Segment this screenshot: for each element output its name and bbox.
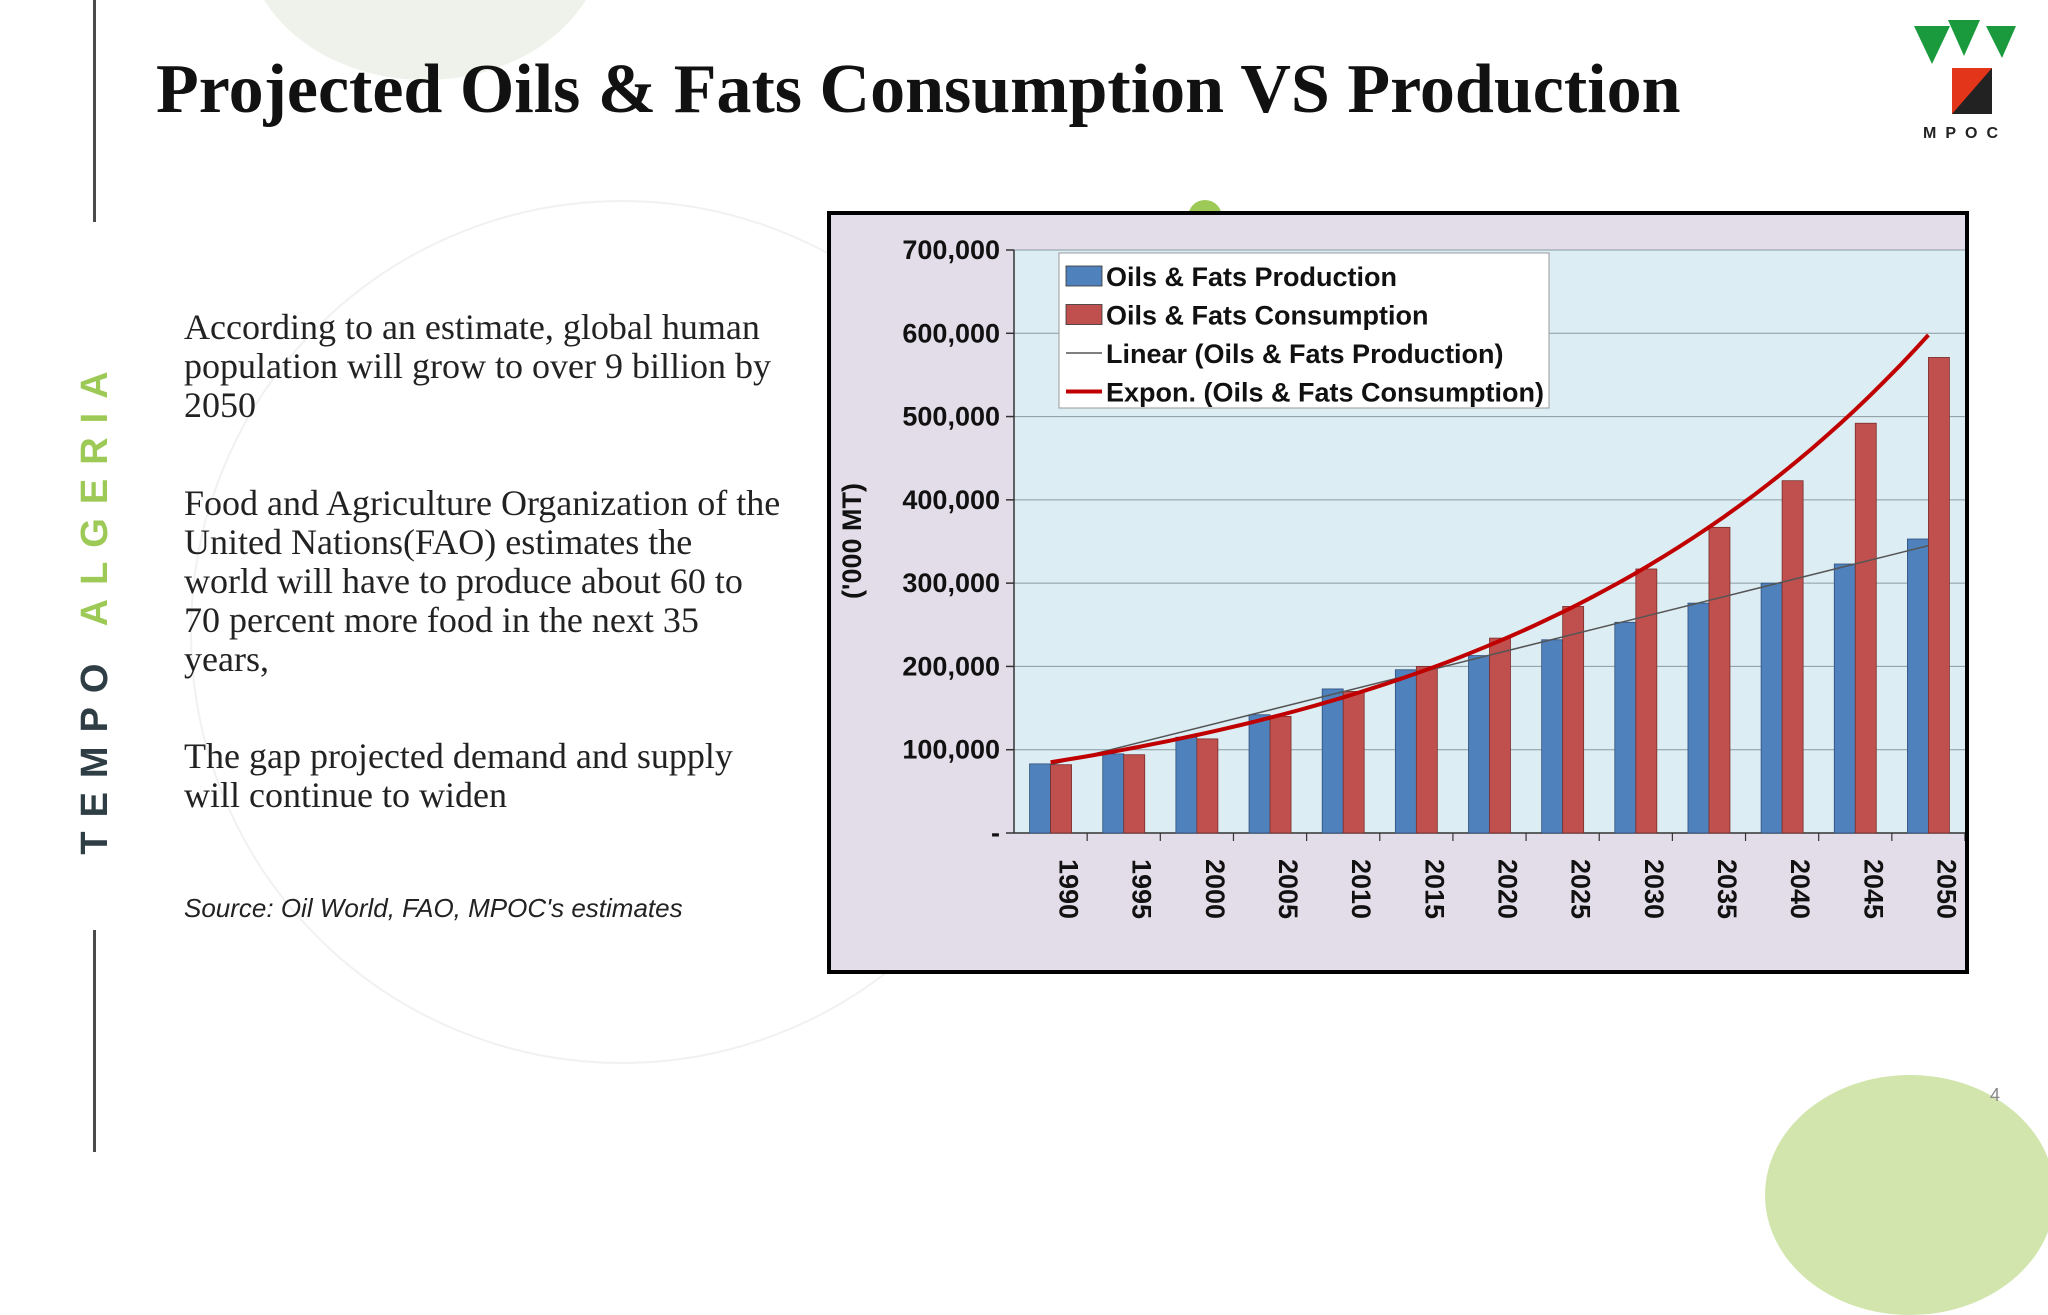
y-axis-label: ('000 MT) bbox=[837, 483, 867, 599]
logo-triangle-left bbox=[1914, 26, 1950, 64]
bar-consumption bbox=[1854, 422, 1877, 834]
y-tick-label: 600,000 bbox=[902, 318, 1000, 348]
mpoc-logo-icon bbox=[1914, 20, 2016, 114]
x-tick-label: 2010 bbox=[1346, 859, 1376, 919]
paragraph-population: According to an estimate, global human p… bbox=[184, 307, 771, 425]
bar-production bbox=[1321, 688, 1344, 834]
slide-title: Projected Oils & Fats Consumption VS Pro… bbox=[156, 51, 1681, 128]
legend-box bbox=[1058, 252, 1550, 409]
bar-consumption bbox=[1781, 480, 1804, 834]
bar-production bbox=[1102, 753, 1125, 834]
bar-consumption bbox=[1415, 666, 1438, 834]
x-tick-label: 2035 bbox=[1712, 859, 1742, 919]
side-brand-text: TEMPO ALGERIA bbox=[71, 346, 119, 866]
bar-production bbox=[1541, 639, 1564, 834]
side-brand-word-algeria: ALGERIA bbox=[74, 357, 116, 627]
bar-consumption bbox=[1489, 637, 1511, 834]
bar-production bbox=[1760, 582, 1783, 834]
legend-exponential-label: Expon. (Oils & Fats Consumption) bbox=[1106, 378, 1544, 408]
bar-production bbox=[1394, 669, 1417, 834]
x-tick-label: 2045 bbox=[1858, 859, 1888, 919]
x-tick-label: 2015 bbox=[1419, 859, 1449, 919]
trendline-exponential bbox=[1050, 333, 1930, 765]
bar-consumption bbox=[1050, 764, 1072, 834]
y-tick-label: 100,000 bbox=[902, 735, 1000, 765]
x-tick-label: 2000 bbox=[1200, 859, 1230, 919]
legend-production-swatch bbox=[1065, 265, 1103, 287]
legend-production-label: Oils & Fats Production bbox=[1106, 262, 1397, 292]
x-tick-label: 1990 bbox=[1054, 859, 1084, 919]
bar-production bbox=[1175, 736, 1198, 834]
x-tick-label: 2030 bbox=[1639, 859, 1669, 919]
chart-container: - 100,000 200,000 300,000 400,000 500,000 600,… bbox=[827, 211, 1969, 974]
bar-consumption bbox=[1196, 738, 1219, 834]
bar-consumption bbox=[1635, 568, 1658, 834]
x-tick-label: 2025 bbox=[1566, 859, 1596, 919]
bar-production bbox=[1614, 621, 1637, 834]
y-tick-label: 200,000 bbox=[902, 651, 1000, 681]
bar-consumption bbox=[1562, 606, 1585, 834]
bar-chart: - 100,000 200,000 300,000 400,000 500,000 600,… bbox=[837, 235, 1965, 919]
logo-triangle-right bbox=[1986, 26, 2016, 58]
bar-production bbox=[1687, 602, 1710, 834]
legend-consumption-swatch bbox=[1065, 304, 1103, 325]
y-tick-label: 400,000 bbox=[902, 485, 1000, 515]
bar-production bbox=[1468, 655, 1490, 834]
y-tick-label: 300,000 bbox=[902, 568, 1000, 598]
bar-production bbox=[1907, 538, 1929, 834]
x-tick-label: 2020 bbox=[1493, 859, 1523, 919]
y-tick-label: - bbox=[991, 818, 1000, 848]
source-note: Source: Oil World, FAO, MPOC's estimates bbox=[184, 893, 683, 923]
page-number: 4 bbox=[1990, 1085, 2001, 1105]
y-tick-label: 500,000 bbox=[902, 402, 1000, 432]
side-brand-word-tempo: TEMPO bbox=[74, 649, 116, 855]
bar-production bbox=[1248, 714, 1271, 834]
logo-square-red bbox=[1952, 68, 1992, 114]
x-tick-label: 2040 bbox=[1785, 859, 1815, 919]
legend-consumption-label: Oils & Fats Consumption bbox=[1106, 301, 1429, 331]
logo-triangle-top bbox=[1948, 20, 1980, 56]
bar-consumption bbox=[1342, 691, 1365, 834]
bar-production bbox=[1833, 563, 1856, 834]
bar-consumption bbox=[1708, 526, 1731, 834]
trendline-linear bbox=[1050, 544, 1929, 766]
x-tick-label: 2050 bbox=[1931, 859, 1961, 919]
paragraph-gap: The gap projected demand and supply will… bbox=[184, 736, 733, 815]
divider-line-top bbox=[93, 0, 96, 222]
bar-consumption bbox=[1123, 754, 1146, 834]
bar-consumption bbox=[1269, 715, 1292, 834]
y-tick-label: 700,000 bbox=[902, 235, 1000, 265]
divider-line-bottom bbox=[93, 930, 96, 1152]
x-tick-label: 2005 bbox=[1273, 859, 1303, 919]
decorative-circle-bottom bbox=[1765, 1075, 2048, 1315]
paragraph-fao: Food and Agriculture Organization of the… bbox=[184, 483, 781, 679]
legend-linear-label: Linear (Oils & Fats Production) bbox=[1106, 339, 1504, 369]
bar-consumption bbox=[1928, 357, 1950, 834]
x-tick-label: 1995 bbox=[1127, 859, 1157, 919]
bar-production bbox=[1029, 763, 1051, 834]
logo-text: MPOC bbox=[1923, 125, 2007, 142]
